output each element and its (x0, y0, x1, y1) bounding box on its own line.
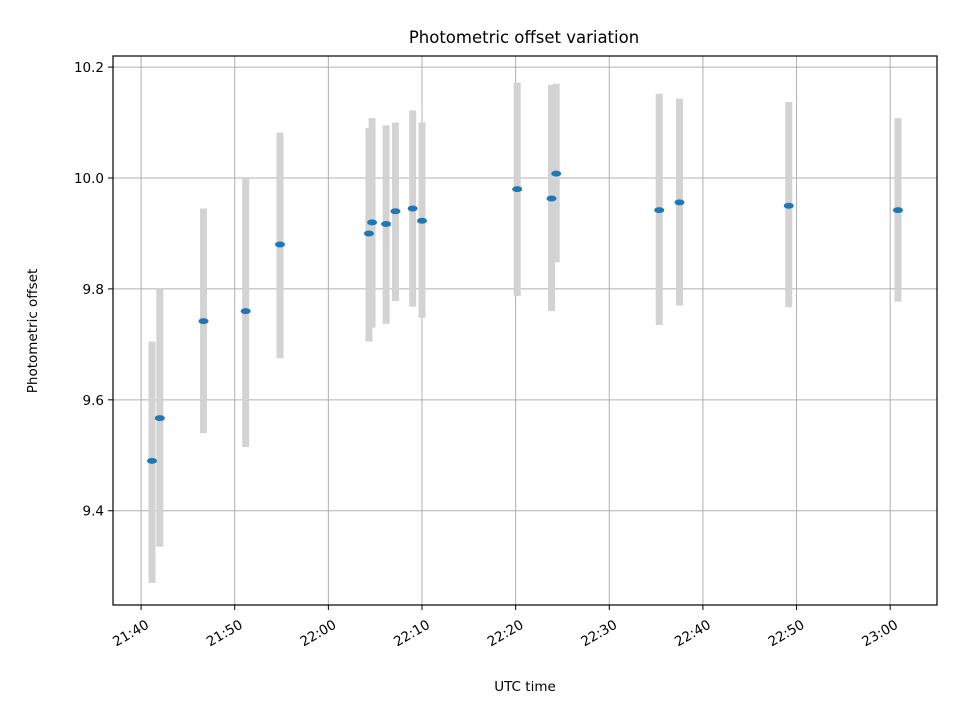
x-tick-label: 22:00 (297, 617, 339, 650)
y-axis-label: Photometric offset (25, 269, 41, 393)
grid (113, 56, 937, 605)
y-tick-label: 10.0 (74, 171, 104, 187)
error-bars (148, 82, 902, 583)
data-point (363, 230, 374, 237)
chart-title: Photometric offset variation (409, 28, 639, 47)
data-point (154, 415, 165, 422)
data-point (407, 205, 418, 212)
data-point (674, 199, 685, 206)
plot-frame (112, 55, 938, 606)
data-point (892, 207, 903, 214)
x-tick-label: 22:10 (391, 617, 433, 650)
data-point (198, 318, 209, 325)
data-point (512, 186, 523, 193)
x-tick-label: 23:00 (859, 617, 901, 650)
data-point (654, 207, 665, 214)
data-point (147, 457, 158, 464)
data-point (417, 217, 427, 224)
x-tick-label: 21:40 (110, 617, 152, 650)
x-tick-label: 21:50 (204, 617, 246, 650)
data-point (381, 221, 392, 228)
data-points (147, 170, 903, 464)
data-point (551, 170, 562, 177)
y-tick-label: 9.8 (83, 282, 104, 298)
y-tick-label: 9.4 (83, 504, 104, 520)
data-point (546, 195, 557, 202)
data-point (783, 202, 794, 209)
x-axis-label: UTC time (494, 679, 556, 695)
y-tick-label: 9.6 (83, 393, 104, 409)
x-tick-label: 22:50 (766, 617, 808, 650)
data-point (240, 308, 251, 315)
x-tick-label: 22:40 (672, 617, 714, 650)
x-tick-label: 22:30 (578, 617, 620, 650)
y-axis-ticks: 9.4 9.6 9.8 10.0 10.2 (74, 60, 113, 520)
data-point (274, 241, 285, 248)
y-tick-label: 10.2 (74, 60, 104, 76)
data-point (390, 208, 401, 215)
x-tick-label: 22:20 (485, 617, 527, 650)
x-axis-ticks: 21:40 21:50 22:00 22:10 22:20 22:30 22:40 22:50… (110, 605, 901, 650)
data-point (367, 219, 378, 226)
